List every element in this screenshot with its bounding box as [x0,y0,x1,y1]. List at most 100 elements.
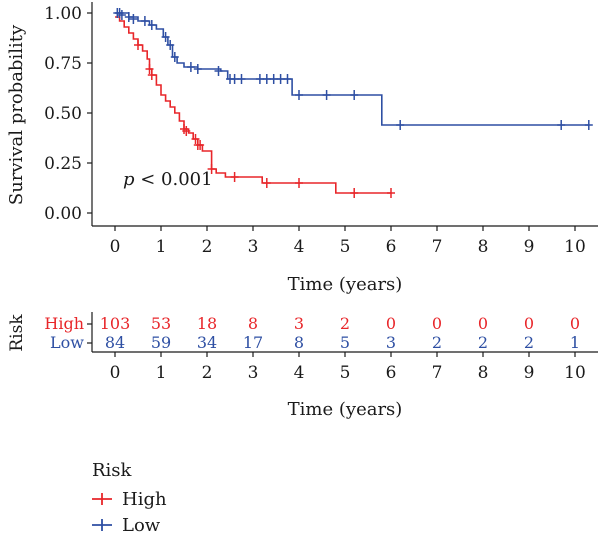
x-axis-title: Time (years) [288,274,403,295]
risk-value-high: 0 [386,314,396,333]
p-rest: < 0.001 [135,169,213,190]
censor-mark-high [191,134,200,144]
censor-mark-high [182,126,191,136]
risk-x-tick-label: 1 [156,363,167,383]
y-axis-title: Survival probability [6,24,27,205]
censor-mark-low [129,14,138,24]
x-tick-label: 4 [294,237,305,257]
risk-value-high: 0 [570,314,580,333]
risk-row-label-high: High [44,314,84,333]
censor-mark-low [350,90,359,100]
censor-mark-low [295,90,303,100]
censor-mark-low [186,62,195,72]
x-tick-label: 2 [202,237,213,257]
survival-curves [113,8,593,198]
x-tick-label: 0 [110,237,121,257]
censor-mark-low [276,74,285,84]
censor-mark-high [262,178,271,188]
legend-entries: High Low [92,489,167,536]
risk-x-tick-label: 10 [564,363,586,383]
censor-mark-low [237,74,246,84]
censor-mark-high [145,64,154,74]
x-tick-label: 3 [248,237,259,257]
x-tick-label: 7 [432,237,443,257]
x-tick-label: 1 [156,237,167,257]
censor-mark-low [230,74,239,84]
censor-mark-low [322,90,331,100]
x-tick-label: 6 [386,237,397,257]
censor-mark-low [193,64,202,74]
risk-value-high: 2 [340,314,350,333]
curve-high [115,16,391,194]
main-plot-axes: 0.00 0.25 0.50 0.75 1.00 0 1 2 3 4 5 6 7 8 9 10 [44,2,598,257]
censor-mark-high [295,178,303,188]
censor-mark-low [166,40,175,50]
censor-mark-high [196,140,205,150]
censor-mark-low [161,32,170,42]
risk-x-tick-label: 8 [478,363,489,383]
risk-value-high: 18 [197,314,217,333]
risk-x-tick-label: 5 [340,363,351,383]
x-tick-label: 5 [340,237,351,257]
risk-x-tick-label: 2 [202,363,213,383]
p-value-annotation: p < 0.001 [123,169,213,190]
risk-value-low: 17 [243,333,263,352]
risk-value-low: 5 [340,333,350,352]
censor-mark-low [124,12,133,22]
y-tick-label: 0.00 [44,204,82,224]
censor-mark-low [262,74,271,84]
risk-x-tick-label: 0 [110,363,121,383]
risk-value-low: 3 [386,333,396,352]
risk-row-label-low: Low [50,333,84,352]
legend-swatch-low [92,519,112,531]
censor-mark-low [147,20,156,30]
censor-mark-low [584,120,593,130]
risk-value-low: 2 [478,333,488,352]
censor-mark-low [557,120,566,130]
censor-mark-low [117,10,126,20]
risk-value-low: 2 [432,333,442,352]
censor-mark-high [387,188,395,198]
legend-title: Risk [92,460,133,481]
risk-value-low: 2 [524,333,534,352]
y-tick-label: 0.50 [44,104,82,124]
risk-value-high: 0 [524,314,534,333]
curve-low [115,12,589,126]
risk-value-low: 34 [197,333,217,352]
censor-mark-low [255,74,264,84]
y-tick-label: 0.75 [44,54,82,74]
risk-value-high: 0 [432,314,442,333]
censor-mark-low [214,66,223,76]
risk-x-tick-label: 3 [248,363,259,383]
risk-value-low: 84 [105,333,125,352]
legend-label-high: High [122,489,167,510]
risk-x-tick-label: 6 [386,363,397,383]
risk-value-low: 1 [570,333,580,352]
risk-table-title: Risk [7,314,27,352]
risk-value-low: 8 [294,333,304,352]
risk-table-axes: 0 1 2 3 4 5 6 7 8 9 10 [91,312,598,383]
censor-mark-low [269,74,278,84]
p-symbol: p [123,169,135,190]
y-tick-label: 0.25 [44,154,82,174]
x-tick-label: 8 [478,237,489,257]
y-tick-label: 1.00 [44,4,82,24]
risk-value-high: 0 [478,314,488,333]
censor-mark-low [170,52,179,62]
censor-mark-high [350,188,359,198]
censor-mark-high [207,164,216,174]
risk-value-low: 59 [151,333,171,352]
x-tick-label: 9 [524,237,535,257]
x-tick-label: 10 [564,237,586,257]
risk-value-high: 103 [100,314,131,333]
legend-swatch-high [92,493,112,505]
risk-value-high: 8 [248,314,258,333]
censor-mark-low [140,16,149,26]
censor-mark-low [396,120,405,130]
risk-x-tick-label: 4 [294,363,305,383]
legend: Risk High Low [92,460,167,536]
risk-value-high: 3 [294,314,304,333]
censor-mark-high [230,172,239,182]
